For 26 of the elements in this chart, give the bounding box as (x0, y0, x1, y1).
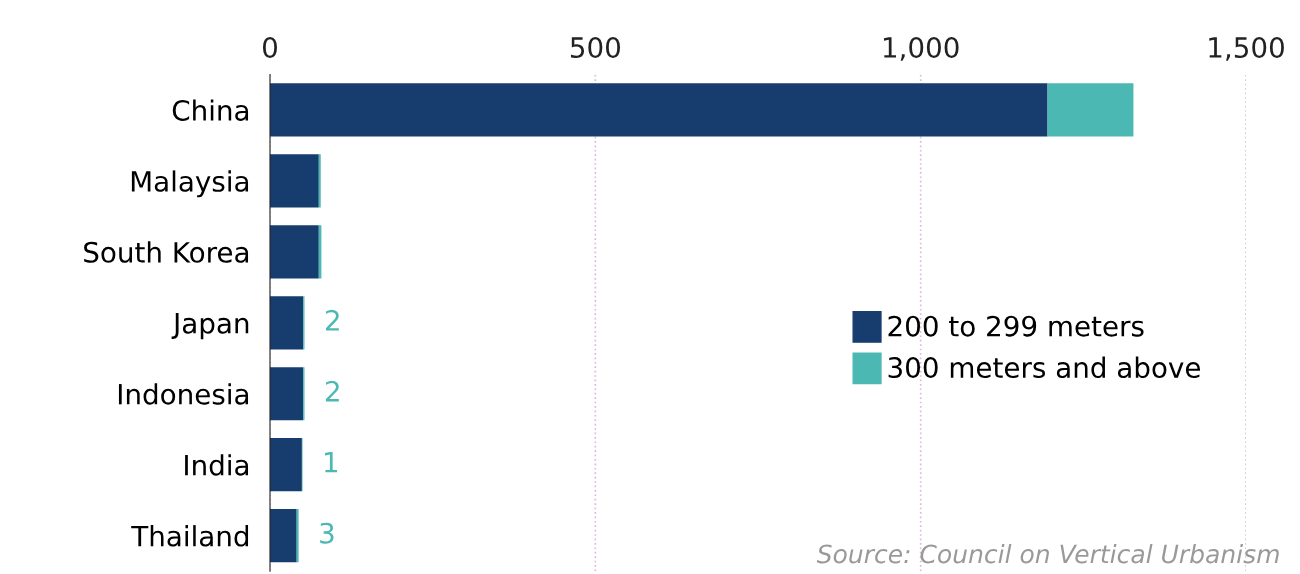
legend-label: 200 to 299 meters (888, 315, 1144, 337)
x-tick-label: 1,500 (1209, 37, 1284, 61)
y-tick-label: Thailand (131, 525, 249, 547)
x-tick-label: 1,000 (883, 37, 959, 61)
y-tick-label: India (185, 454, 249, 476)
data-label: 2 (325, 380, 339, 402)
data-label: 1 (325, 452, 338, 473)
bar (1047, 83, 1134, 137)
x-tick-label: 500 (570, 37, 620, 59)
y-tick-label: Malaysia (131, 170, 249, 198)
legend-label: 300 meters and above (888, 356, 1200, 379)
bar (270, 509, 297, 563)
y-tick-label: Japan (171, 313, 249, 340)
data-label: 3 (320, 522, 334, 544)
y-tick-label: Indonesia (118, 383, 249, 405)
y-tick-label: South Korea (84, 241, 249, 263)
bar (270, 154, 319, 208)
data-label: 2 (325, 309, 339, 331)
annotation: Source: Council on Vertical Urbanism (816, 544, 1279, 564)
bar (270, 83, 1048, 137)
bar (270, 225, 319, 279)
bar (270, 296, 304, 350)
bar (270, 367, 304, 421)
bar (270, 438, 302, 492)
y-tick-label: China (172, 99, 249, 121)
x-tick-label: 0 (262, 37, 277, 59)
